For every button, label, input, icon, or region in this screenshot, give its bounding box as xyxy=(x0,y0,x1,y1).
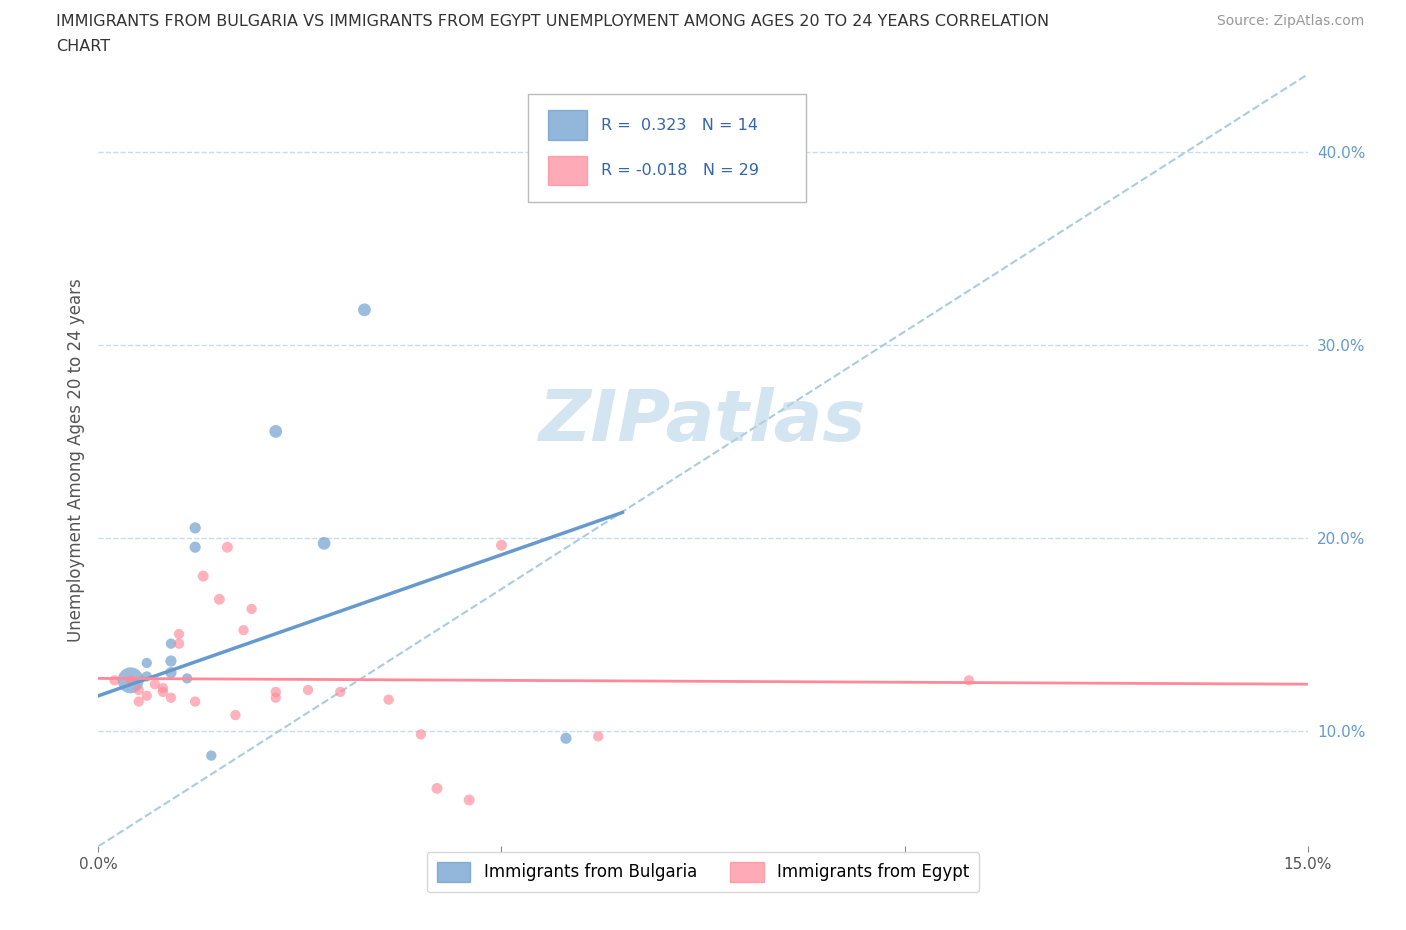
Text: ZIPatlas: ZIPatlas xyxy=(540,387,866,457)
Point xyxy=(128,694,150,709)
Text: R = -0.018   N = 29: R = -0.018 N = 29 xyxy=(602,163,759,178)
Bar xyxy=(548,111,586,140)
Point xyxy=(167,627,190,642)
Point xyxy=(143,677,166,692)
Point xyxy=(426,781,449,796)
Point xyxy=(314,536,336,551)
Point xyxy=(240,602,263,617)
Point xyxy=(586,729,609,744)
Point xyxy=(264,690,287,705)
Point xyxy=(491,538,513,552)
Point xyxy=(176,671,198,685)
Point xyxy=(167,636,190,651)
Point xyxy=(409,727,432,742)
Point xyxy=(377,692,399,707)
Point xyxy=(135,656,157,671)
Text: IMMIGRANTS FROM BULGARIA VS IMMIGRANTS FROM EGYPT UNEMPLOYMENT AMONG AGES 20 TO : IMMIGRANTS FROM BULGARIA VS IMMIGRANTS F… xyxy=(56,14,1049,29)
Point xyxy=(458,792,481,807)
Point xyxy=(555,731,578,746)
Point xyxy=(353,302,375,317)
Text: Source: ZipAtlas.com: Source: ZipAtlas.com xyxy=(1216,14,1364,28)
Point xyxy=(217,539,239,554)
Point xyxy=(184,521,207,536)
Point xyxy=(160,690,183,705)
Point xyxy=(160,654,183,669)
Point xyxy=(264,424,287,439)
Text: CHART: CHART xyxy=(56,39,110,54)
Point xyxy=(264,684,287,699)
Point xyxy=(103,673,125,688)
Point xyxy=(957,673,980,688)
Point xyxy=(120,673,142,688)
Point xyxy=(208,591,231,606)
Point xyxy=(200,748,222,763)
Point xyxy=(193,569,215,584)
Point xyxy=(297,683,319,698)
Point xyxy=(329,684,352,699)
Point xyxy=(152,684,174,699)
Text: R =  0.323   N = 14: R = 0.323 N = 14 xyxy=(602,117,758,133)
Point xyxy=(120,673,142,688)
Point xyxy=(160,636,183,651)
Bar xyxy=(548,155,586,185)
Point xyxy=(184,694,207,709)
Point xyxy=(184,539,207,554)
Point xyxy=(135,688,157,703)
Legend: Immigrants from Bulgaria, Immigrants from Egypt: Immigrants from Bulgaria, Immigrants fro… xyxy=(427,852,979,892)
Y-axis label: Unemployment Among Ages 20 to 24 years: Unemployment Among Ages 20 to 24 years xyxy=(66,278,84,643)
FancyBboxPatch shape xyxy=(527,94,806,202)
Point xyxy=(224,708,246,723)
Point xyxy=(128,683,150,698)
Point xyxy=(152,681,174,696)
Point xyxy=(232,623,254,638)
Point xyxy=(135,669,157,684)
Point xyxy=(160,665,183,680)
